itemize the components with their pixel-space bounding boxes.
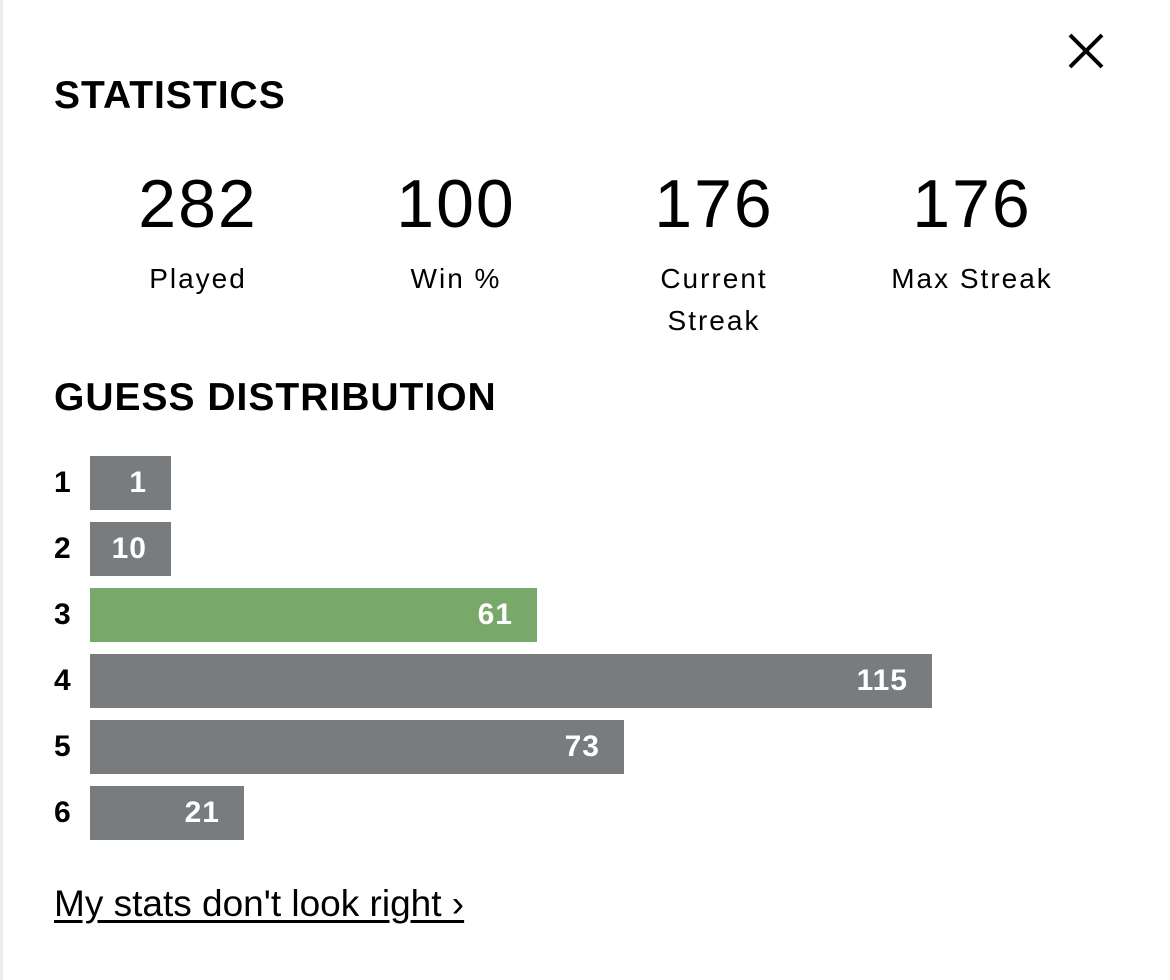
guess-number: 2 <box>54 532 71 565</box>
statistics-heading: STATISTICS <box>54 74 286 117</box>
distribution-row: 6 21 <box>54 786 1054 840</box>
distribution-row: 5 73 <box>54 720 1054 774</box>
distribution-bar: 21 <box>90 786 244 840</box>
statistics-row: 282 Played 100 Win % 176 Current Streak … <box>69 168 1101 342</box>
stat-current-streak: 176 Current Streak <box>585 168 843 342</box>
distribution-row: 3 61 <box>54 588 1054 642</box>
stat-value: 100 <box>396 166 516 242</box>
guess-number: 5 <box>54 730 71 763</box>
guess-number: 3 <box>54 598 71 631</box>
guess-number: 6 <box>54 796 71 829</box>
stat-value: 282 <box>138 166 258 242</box>
guess-number: 1 <box>54 466 71 499</box>
guess-number: 4 <box>54 664 71 697</box>
stat-max-streak: 176 Max Streak <box>843 168 1101 342</box>
distribution-bar: 1 <box>90 456 171 510</box>
distribution-bar: 61 <box>90 588 537 642</box>
stat-label: Current Streak <box>660 263 768 336</box>
stat-value: 176 <box>654 166 774 242</box>
distribution-bar: 73 <box>90 720 624 774</box>
close-button[interactable] <box>1061 26 1111 76</box>
distribution-row: 4 115 <box>54 654 1054 708</box>
stats-help-link[interactable]: My stats don't look right › <box>54 883 465 924</box>
stat-label: Played <box>149 263 247 294</box>
stat-played: 282 Played <box>69 168 327 342</box>
stat-label: Max Streak <box>891 263 1053 294</box>
close-icon <box>1068 33 1104 69</box>
stat-label: Win % <box>410 263 502 294</box>
guess-distribution-heading: GUESS DISTRIBUTION <box>54 376 497 419</box>
distribution-row: 2 10 <box>54 522 1054 576</box>
guess-distribution-chart: 1 1 2 10 3 61 4 115 5 73 6 21 <box>54 456 1054 852</box>
stat-win-percent: 100 Win % <box>327 168 585 342</box>
distribution-bar: 10 <box>90 522 171 576</box>
distribution-bar: 115 <box>90 654 932 708</box>
stat-value: 176 <box>912 166 1032 242</box>
